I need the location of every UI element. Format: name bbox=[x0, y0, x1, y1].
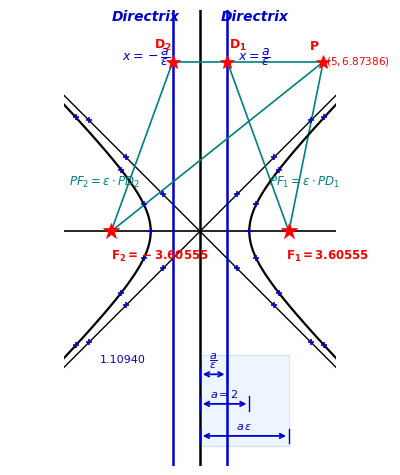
Text: $\mathbf{D_1}$: $\mathbf{D_1}$ bbox=[228, 38, 246, 53]
Text: $a\,\varepsilon$: $a\,\varepsilon$ bbox=[236, 422, 252, 432]
Text: $\mathbf{F_1 = 3.60555}$: $\mathbf{F_1 = 3.60555}$ bbox=[286, 248, 370, 264]
Text: $PF_2 = \varepsilon \cdot PD_2$: $PF_2 = \varepsilon \cdot PD_2$ bbox=[69, 174, 140, 190]
Text: $PF_1 = \varepsilon \cdot PD_1$: $PF_1 = \varepsilon \cdot PD_1$ bbox=[269, 174, 340, 190]
Text: $\mathbf{F_2 = -3.60555}$: $\mathbf{F_2 = -3.60555}$ bbox=[111, 248, 209, 264]
Text: $x = \dfrac{a}{\varepsilon}$: $x = \dfrac{a}{\varepsilon}$ bbox=[238, 47, 270, 68]
Text: $\dfrac{a}{\varepsilon}$: $\dfrac{a}{\varepsilon}$ bbox=[209, 351, 218, 370]
Text: $x = -\dfrac{a}{\varepsilon}$: $x = -\dfrac{a}{\varepsilon}$ bbox=[122, 47, 170, 68]
Text: $(5, 6.87386)$: $(5, 6.87386)$ bbox=[326, 56, 390, 68]
Text: $\mathbf{P}$: $\mathbf{P}$ bbox=[309, 40, 320, 53]
Text: Directrix: Directrix bbox=[112, 10, 180, 24]
Bar bbox=[200, 354, 289, 446]
Text: $\mathbf{D_2}$: $\mathbf{D_2}$ bbox=[154, 38, 172, 53]
Text: Directrix: Directrix bbox=[220, 10, 288, 24]
Text: 1.10940: 1.10940 bbox=[100, 354, 146, 364]
Text: $a = 2$: $a = 2$ bbox=[210, 388, 239, 400]
